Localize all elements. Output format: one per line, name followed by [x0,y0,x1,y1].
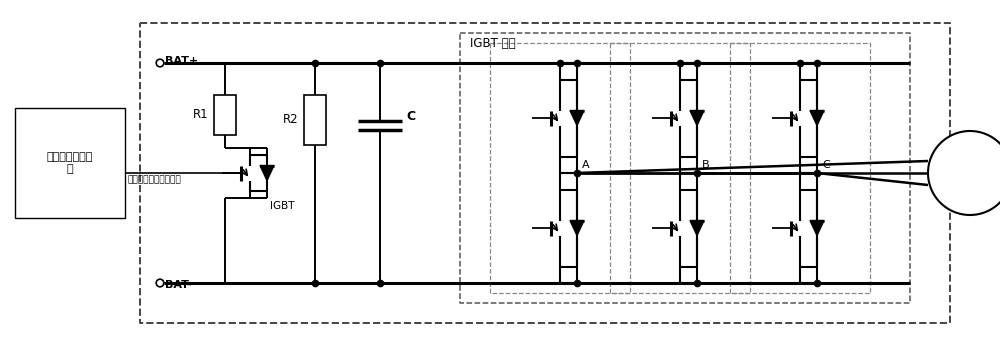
Text: C: C [406,110,415,123]
Text: A: A [582,160,590,170]
Text: B: B [702,160,710,170]
Circle shape [928,131,1000,215]
Text: BAT-: BAT- [165,280,192,289]
Bar [214,95,236,135]
Text: 主动放电开关驱动信号: 主动放电开关驱动信号 [128,175,182,184]
Bar [304,95,326,145]
Text: IGBT: IGBT [270,201,294,211]
Circle shape [156,59,164,67]
Polygon shape [810,221,824,236]
Text: BAT+: BAT+ [165,57,198,67]
Bar [15,108,125,218]
Text: IGBT 模块: IGBT 模块 [470,37,516,50]
Polygon shape [570,221,584,236]
Text: R2: R2 [282,114,298,127]
Polygon shape [690,221,704,236]
Polygon shape [570,110,584,126]
Circle shape [156,279,164,287]
Text: 主动放电逻辑电
路: 主动放电逻辑电 路 [47,152,93,174]
Text: IPM: IPM [957,166,983,179]
Polygon shape [810,110,824,126]
Polygon shape [690,110,704,126]
Text: C: C [822,160,830,170]
Text: R1: R1 [192,108,208,121]
Polygon shape [260,166,274,180]
